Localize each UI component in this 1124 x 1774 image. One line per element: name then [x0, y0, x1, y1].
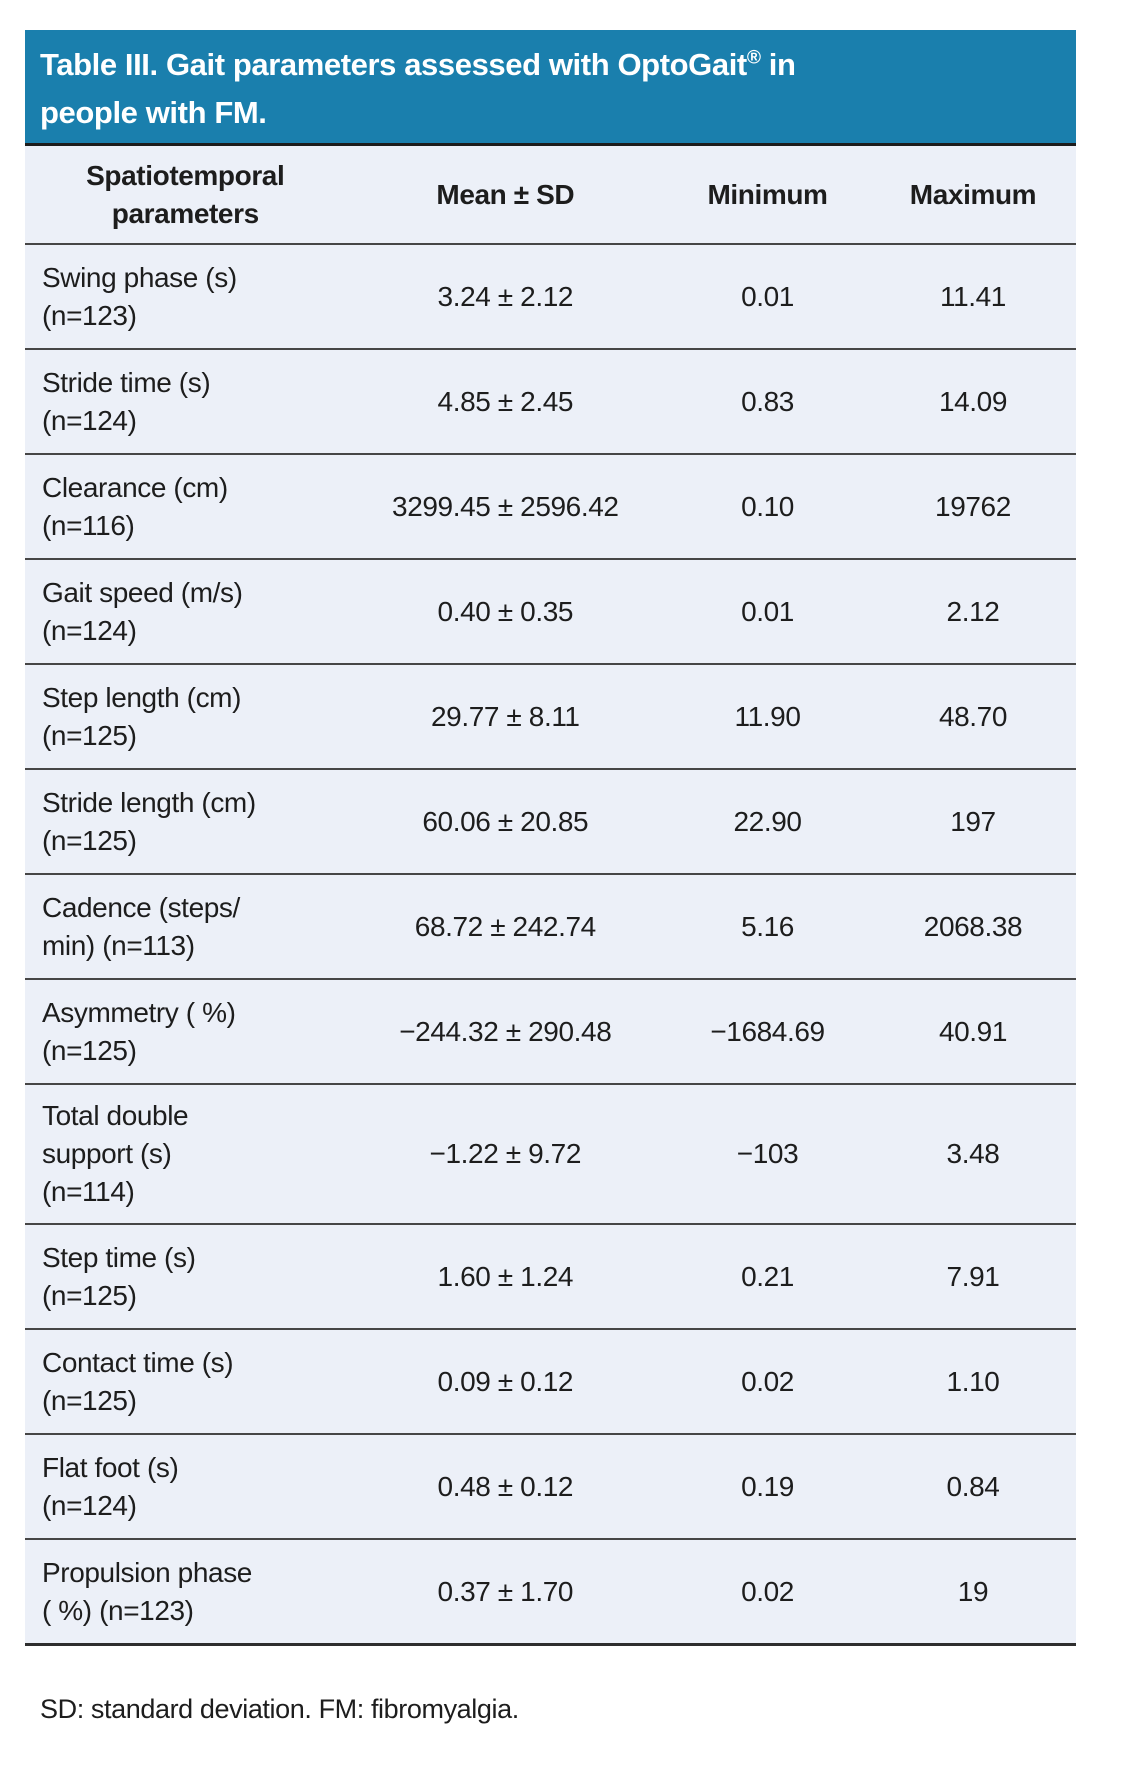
column-header-mean-sd: Mean ± SD [436, 178, 575, 210]
mean-sd-cell: 0.48 ± 0.12 [437, 1470, 574, 1502]
parameter-cell: Contact time (s) (n=125) [42, 1346, 234, 1416]
minimum-cell: −103 [736, 1138, 799, 1169]
minimum-cell: 0.02 [741, 1365, 794, 1397]
minimum-cell: −1684.69 [710, 1015, 825, 1047]
table-title-text-cont: in [760, 47, 796, 82]
mean-sd-cell: 68.72 ± 242.74 [414, 910, 596, 942]
maximum-cell: 2068.38 [923, 910, 1023, 942]
mean-sd-cell: 29.77 ± 8.11 [430, 700, 580, 732]
parameter-cell: Propulsion phase ( %) (n=123) [42, 1556, 252, 1626]
maximum-cell: 7.91 [946, 1260, 1000, 1292]
maximum-cell: 3.48 [946, 1138, 1000, 1169]
table-title: Table III. Gait parameters assessed with… [25, 30, 1076, 143]
minimum-cell: 11.90 [734, 700, 801, 732]
mean-sd-cell: 1.60 ± 1.24 [437, 1260, 574, 1292]
mean-sd-cell: 0.37 ± 1.70 [437, 1575, 574, 1607]
minimum-cell: 0.19 [741, 1470, 794, 1502]
parameter-cell: Asymmetry ( %) (n=125) [42, 996, 236, 1066]
maximum-cell: 2.12 [946, 595, 1000, 627]
minimum-cell: 5.16 [741, 910, 794, 942]
parameter-cell: Flat foot (s) (n=124) [42, 1451, 179, 1521]
table-row: Total double support (s) (n=114) −1.22 ±… [25, 1083, 1076, 1223]
table-row: Swing phase (s) (n=123) 3.24 ± 2.12 0.01… [25, 243, 1076, 348]
minimum-cell: 0.83 [741, 385, 794, 417]
parameter-cell: Cadence (steps/ min) (n=113) [42, 891, 240, 961]
mean-sd-cell: 60.06 ± 20.85 [422, 805, 589, 837]
minimum-cell: 22.90 [733, 805, 802, 837]
table-body: Swing phase (s) (n=123) 3.24 ± 2.12 0.01… [25, 243, 1076, 1646]
table-row: Step time (s) (n=125) 1.60 ± 1.24 0.21 7… [25, 1223, 1076, 1328]
mean-sd-cell: 3.24 ± 2.12 [437, 280, 574, 312]
gait-parameters-table: Table III. Gait parameters assessed with… [25, 30, 1076, 1646]
minimum-cell: 0.01 [741, 280, 794, 312]
parameter-cell: Gait speed (m/s) (n=124) [42, 576, 243, 646]
parameter-cell: Step length (cm) (n=125) [42, 681, 242, 751]
maximum-cell: 14.09 [938, 385, 1008, 417]
column-header-minimum: Minimum [707, 178, 828, 210]
table-row: Flat foot (s) (n=124) 0.48 ± 0.12 0.19 0… [25, 1433, 1076, 1538]
table-title-text: Table III. Gait parameters assessed with… [40, 47, 747, 82]
table-footnote: SD: standard deviation. FM: fibromyalgia… [40, 1694, 519, 1724]
minimum-cell: 0.02 [741, 1575, 794, 1607]
minimum-cell: 0.01 [741, 595, 794, 627]
parameter-cell: Step time (s) (n=125) [42, 1241, 196, 1311]
mean-sd-cell: 3299.45 ± 2596.42 [392, 490, 619, 522]
mean-sd-cell: 0.09 ± 0.12 [437, 1365, 574, 1397]
table-row: Contact time (s) (n=125) 0.09 ± 0.12 0.0… [25, 1328, 1076, 1433]
table-title-line1: Table III. Gait parameters assessed with… [40, 41, 1056, 89]
minimum-cell: 0.21 [741, 1260, 794, 1292]
column-header-spatiotemporal-parameters: Spatiotemporal parameters [86, 159, 285, 229]
registered-trademark-symbol: ® [746, 47, 761, 69]
mean-sd-cell: 0.40 ± 0.35 [437, 595, 574, 627]
table-title-line2: people with FM. [40, 95, 267, 130]
parameter-cell: Swing phase (s) (n=123) [42, 261, 237, 331]
maximum-cell: 19 [957, 1575, 989, 1607]
table-row: Step length (cm) (n=125) 29.77 ± 8.11 11… [25, 663, 1076, 768]
parameter-cell: Clearance (cm) (n=116) [42, 471, 228, 541]
parameter-cell: Total double support (s) (n=114) [42, 1100, 189, 1207]
table-row: Stride time (s) (n=124) 4.85 ± 2.45 0.83… [25, 348, 1076, 453]
mean-sd-cell: −244.32 ± 290.48 [399, 1015, 612, 1047]
minimum-cell: 0.10 [741, 490, 794, 522]
parameter-cell: Stride time (s) (n=124) [42, 366, 211, 436]
maximum-cell: 19762 [935, 490, 1011, 522]
table-row: Cadence (steps/ min) (n=113) 68.72 ± 242… [25, 873, 1076, 978]
maximum-cell: 48.70 [938, 700, 1008, 732]
column-header-row: Spatiotemporal parameters Mean ± SD Mini… [25, 143, 1076, 243]
table-row: Clearance (cm) (n=116) 3299.45 ± 2596.42… [25, 453, 1076, 558]
column-header-maximum: Maximum [909, 178, 1037, 210]
maximum-cell: 1.10 [946, 1365, 1000, 1397]
mean-sd-cell: −1.22 ± 9.72 [429, 1138, 582, 1169]
maximum-cell: 197 [950, 805, 996, 837]
table-row: Asymmetry ( %) (n=125) −244.32 ± 290.48 … [25, 978, 1076, 1083]
mean-sd-cell: 4.85 ± 2.45 [437, 385, 574, 417]
maximum-cell: 11.41 [939, 280, 1006, 312]
table-row: Gait speed (m/s) (n=124) 0.40 ± 0.35 0.0… [25, 558, 1076, 663]
maximum-cell: 40.91 [938, 1015, 1008, 1047]
maximum-cell: 0.84 [946, 1470, 1000, 1502]
parameter-cell: Stride length (cm) (n=125) [42, 786, 256, 856]
table-row: Stride length (cm) (n=125) 60.06 ± 20.85… [25, 768, 1076, 873]
table-row: Propulsion phase ( %) (n=123) 0.37 ± 1.7… [25, 1538, 1076, 1643]
